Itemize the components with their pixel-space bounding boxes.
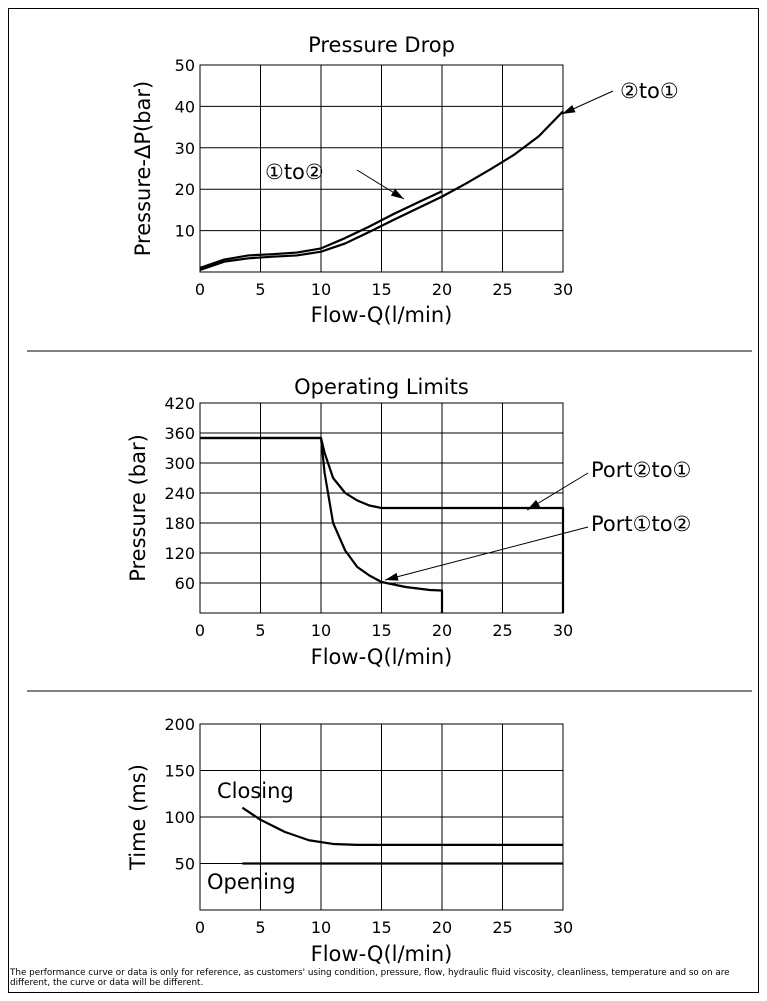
x-tick-label: 30 [553, 621, 573, 640]
disclaimer-text: The performance curve or data is only fo… [10, 968, 730, 988]
series-label: Port①to② [591, 512, 691, 536]
response-time-chart: 0 5 10 15 20 25 30 50 100 150 200 Flow-Q(l/min) Time… [126, 715, 573, 966]
operating-limits-chart: Operating Limits 0 5 10 15 20 25 30 60 120 180 240 3… [126, 375, 691, 669]
series-label: Closing [217, 779, 294, 803]
y-tick-label: 30 [175, 139, 195, 158]
y-tick-label: 150 [164, 762, 195, 781]
pressure-drop-chart: Pressure Drop 0 5 10 15 20 25 30 10 20 30 40 50 Flow-… [131, 33, 679, 327]
x-tick-label: 15 [371, 918, 391, 937]
y-tick-label: 300 [164, 454, 195, 473]
x-tick-label: 10 [311, 621, 331, 640]
x-tick-label: 0 [195, 621, 205, 640]
y-tick-label: 180 [164, 514, 195, 533]
series-line-0 [199, 190, 443, 269]
x-tick-label: 10 [311, 280, 331, 299]
x-tick-label: 20 [432, 621, 452, 640]
x-tick-label: 25 [492, 918, 512, 937]
x-tick-label: 30 [553, 280, 573, 299]
arrow-head-icon [562, 105, 576, 114]
series-label: ②to① [620, 79, 679, 103]
x-tick-label: 20 [432, 918, 452, 937]
x-axis-label: Flow-Q(l/min) [311, 942, 453, 966]
y-tick-label: 360 [164, 424, 195, 443]
leader-line [384, 526, 589, 581]
series-label: Port②to① [591, 458, 691, 482]
x-tick-label: 5 [255, 918, 265, 937]
x-tick-label: 15 [371, 621, 391, 640]
series-line-0 [200, 436, 565, 613]
chart-title: Pressure Drop [308, 33, 455, 57]
series-line-1 [200, 436, 444, 613]
arrow-head-icon [527, 499, 541, 510]
series-line-1 [199, 110, 564, 271]
y-tick-label: 20 [175, 180, 195, 199]
x-tick-label: 15 [371, 280, 391, 299]
x-tick-label: 25 [492, 280, 512, 299]
y-tick-label: 60 [175, 574, 195, 593]
x-tick-label: 25 [492, 621, 512, 640]
y-tick-label: 50 [175, 855, 195, 874]
x-axis-label: Flow-Q(l/min) [311, 645, 453, 669]
x-tick-label: 5 [255, 621, 265, 640]
x-axis-label: Flow-Q(l/min) [311, 303, 453, 327]
y-tick-label: 240 [164, 484, 195, 503]
chart-title: Operating Limits [294, 375, 469, 399]
series-label: Opening [207, 870, 296, 894]
x-tick-label: 30 [553, 918, 573, 937]
y-tick-label: 420 [164, 394, 195, 413]
figure-frame [8, 8, 759, 993]
y-tick-label: 50 [175, 56, 195, 75]
x-tick-label: 10 [311, 918, 331, 937]
y-tick-label: 10 [175, 222, 195, 241]
y-axis-label: Pressure-ΔP(bar) [131, 81, 155, 257]
arrow-head-icon [390, 188, 404, 199]
series-label: ①to② [265, 160, 324, 184]
x-tick-label: 5 [255, 280, 265, 299]
series-line-0 [241, 806, 563, 846]
x-tick-label: 0 [195, 918, 205, 937]
x-tick-label: 0 [195, 280, 205, 299]
y-tick-label: 120 [164, 544, 195, 563]
y-tick-label: 200 [164, 715, 195, 734]
arrow-head-icon [385, 572, 399, 581]
y-tick-label: 100 [164, 808, 195, 827]
y-axis-label: Pressure (bar) [126, 434, 150, 582]
x-tick-label: 20 [432, 280, 452, 299]
y-axis-label: Time (ms) [126, 764, 150, 871]
y-tick-label: 40 [175, 97, 195, 116]
